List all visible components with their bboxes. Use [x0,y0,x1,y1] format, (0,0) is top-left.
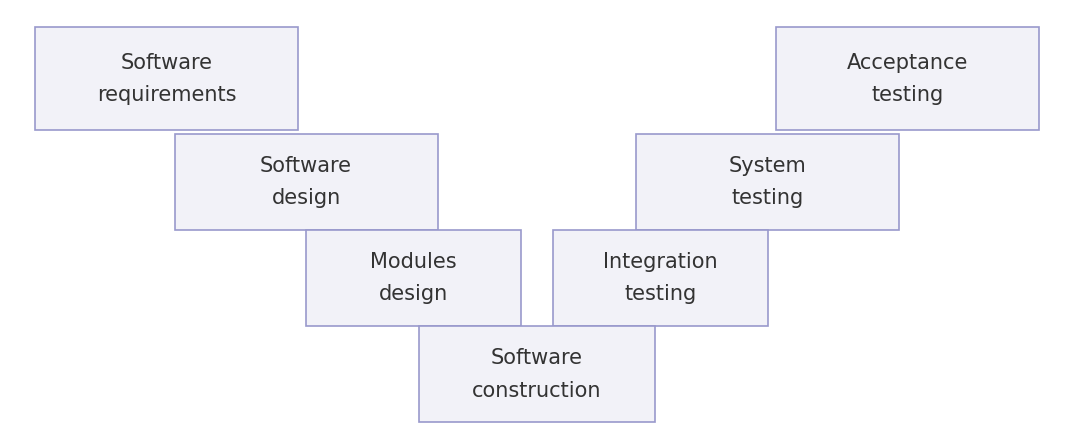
Text: System
testing: System testing [729,156,807,208]
Text: Software
design: Software design [260,156,352,208]
FancyBboxPatch shape [775,27,1039,130]
Text: Integration
testing: Integration testing [604,252,717,304]
FancyBboxPatch shape [174,134,438,230]
FancyBboxPatch shape [419,326,655,422]
FancyBboxPatch shape [34,27,297,130]
FancyBboxPatch shape [553,230,768,326]
Text: Acceptance
testing: Acceptance testing [846,53,969,106]
FancyBboxPatch shape [636,134,900,230]
FancyBboxPatch shape [306,230,521,326]
Text: Software
construction: Software construction [473,348,601,401]
Text: Software
requirements: Software requirements [97,53,236,106]
Text: Modules
design: Modules design [371,252,456,304]
